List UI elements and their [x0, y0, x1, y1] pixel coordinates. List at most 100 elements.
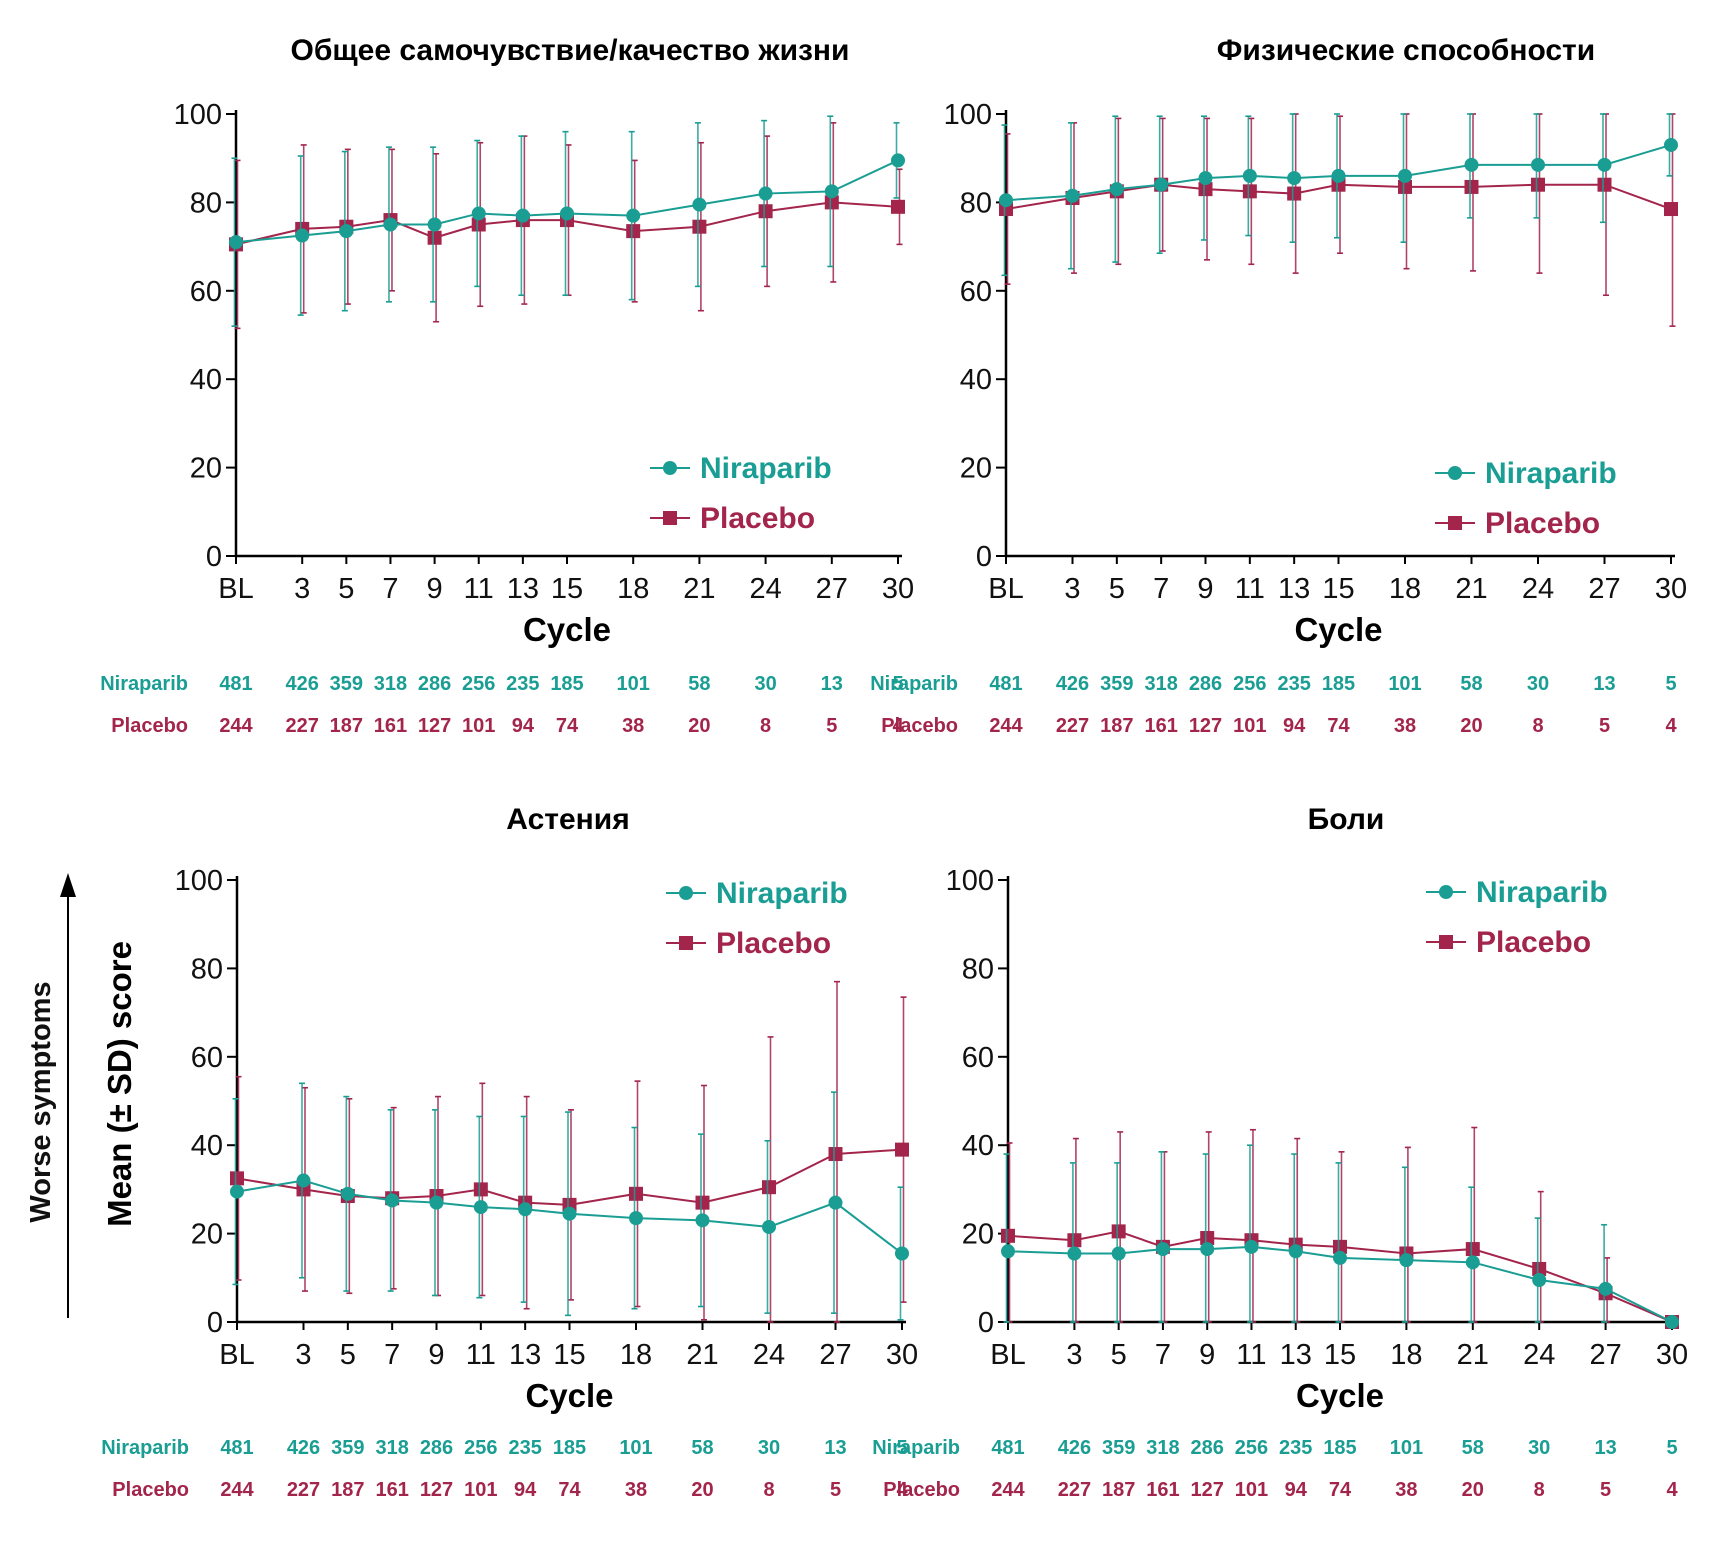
y-tick-label: 60	[191, 1042, 223, 1074]
at-risk-value: 481	[989, 673, 1022, 695]
data-point	[560, 206, 574, 221]
at-risk-value: 101	[1235, 1479, 1268, 1501]
at-risk-value: 74	[556, 715, 579, 737]
data-point	[1111, 1224, 1126, 1239]
data-point	[295, 228, 310, 243]
at-risk-value: 244	[989, 715, 1023, 737]
y-tick-label: 20	[191, 1219, 223, 1251]
panel-title: Боли	[1308, 803, 1385, 836]
at-risk-value: 227	[1056, 715, 1089, 737]
series-niraparib	[1001, 1144, 1679, 1329]
at-risk-value: 235	[508, 1437, 541, 1459]
data-point	[1287, 186, 1302, 201]
data-point	[1331, 168, 1346, 183]
at-risk-table: Niraparib 481 426 359 318 286 256 235 185 101 58 30…	[101, 1437, 908, 1501]
at-risk-value: 161	[374, 715, 407, 737]
at-risk-value: 256	[462, 673, 495, 695]
data-point	[1242, 184, 1257, 199]
at-risk-value: 94	[514, 1479, 537, 1501]
at-risk-value: 187	[330, 715, 363, 737]
at-risk-value: 359	[1100, 673, 1133, 695]
x-tick-label: 7	[1153, 573, 1169, 605]
data-point	[429, 1195, 444, 1210]
at-risk-value: 318	[1146, 1437, 1179, 1459]
x-tick-label: 11	[466, 1339, 496, 1371]
at-risk-value: 426	[286, 673, 319, 695]
data-point	[1109, 182, 1124, 197]
data-point	[340, 1186, 355, 1201]
at-risk-value: 286	[420, 1437, 453, 1459]
at-risk-value: 20	[691, 1479, 713, 1501]
legend-marker	[1448, 466, 1462, 480]
at-risk-value: 58	[1462, 1437, 1484, 1459]
data-point	[1664, 137, 1678, 152]
worse-symptoms-arrowhead-icon	[60, 873, 76, 897]
data-point	[1242, 168, 1257, 183]
at-risk-value: 101	[464, 1479, 497, 1501]
panel-title: Астения	[506, 803, 629, 836]
at-risk-value: 227	[1058, 1479, 1091, 1501]
x-tick-label: 3	[295, 1339, 311, 1371]
data-point	[518, 1202, 533, 1217]
x-axis-title: Cycle	[1294, 611, 1382, 648]
panel-title: Общее самочувствие/качество жизни	[291, 34, 850, 67]
at-risk-value: 20	[688, 715, 710, 737]
x-tick-label: 27	[816, 573, 848, 605]
x-tick-label: 27	[819, 1339, 851, 1371]
legend-marker	[679, 886, 693, 900]
x-tick-label: 18	[620, 1339, 652, 1371]
at-risk-value: 13	[821, 673, 843, 695]
y-tick-label: 100	[946, 865, 994, 897]
at-risk-value: 74	[1329, 1479, 1352, 1501]
x-tick-label: BL	[218, 573, 253, 605]
at-risk-value: 94	[1283, 715, 1306, 737]
data-point	[891, 199, 905, 214]
at-risk-value: 38	[625, 1479, 647, 1501]
x-tick-label: 3	[294, 573, 310, 605]
data-point	[1287, 171, 1302, 186]
at-risk-value: 5	[1666, 1437, 1677, 1459]
data-point	[1067, 1233, 1082, 1248]
worse-symptoms-annotation: Worse symptoms Mean (± SD) score	[25, 873, 138, 1318]
at-risk-row-label: Placebo	[881, 715, 958, 737]
data-point	[471, 217, 486, 232]
at-risk-value: 185	[550, 673, 583, 695]
at-risk-value: 185	[1323, 1437, 1356, 1459]
data-point	[1001, 1228, 1015, 1243]
at-risk-value: 38	[1395, 1479, 1417, 1501]
x-tick-label: 15	[553, 1339, 585, 1371]
data-point	[692, 219, 707, 234]
data-point	[229, 235, 243, 250]
y-tick-label: 80	[191, 953, 223, 985]
at-risk-row-label: Niraparib	[100, 673, 188, 695]
x-tick-label: 5	[1109, 573, 1125, 605]
mean-sd-score-label: Mean (± SD) score	[101, 941, 138, 1227]
legend: Niraparib Placebo	[1426, 876, 1608, 959]
x-tick-label: 13	[1278, 573, 1310, 605]
at-risk-value: 8	[763, 1479, 774, 1501]
data-point	[1465, 1255, 1480, 1270]
x-tick-label: 21	[683, 573, 715, 605]
x-tick-label: 24	[1523, 1339, 1555, 1371]
data-point	[385, 1193, 400, 1208]
at-risk-value: 161	[1144, 715, 1177, 737]
at-risk-value: 8	[1532, 715, 1543, 737]
legend-marker	[663, 511, 677, 525]
at-risk-row-label: Niraparib	[101, 1437, 189, 1459]
at-risk-value: 235	[1277, 673, 1310, 695]
series-placebo	[999, 113, 1678, 327]
at-risk-value: 58	[1460, 673, 1482, 695]
legend-label: Niraparib	[716, 877, 848, 910]
data-point	[692, 197, 707, 212]
at-risk-value: 127	[1189, 715, 1222, 737]
x-tick-label: 15	[1324, 1339, 1356, 1371]
data-point	[762, 1180, 776, 1195]
at-risk-value: 235	[1279, 1437, 1312, 1459]
at-risk-value: 58	[691, 1437, 713, 1459]
worse-symptoms-label: Worse symptoms	[25, 981, 57, 1222]
y-tick-label: 100	[174, 99, 222, 131]
x-tick-label: 24	[1522, 573, 1554, 605]
at-risk-value: 286	[418, 673, 451, 695]
